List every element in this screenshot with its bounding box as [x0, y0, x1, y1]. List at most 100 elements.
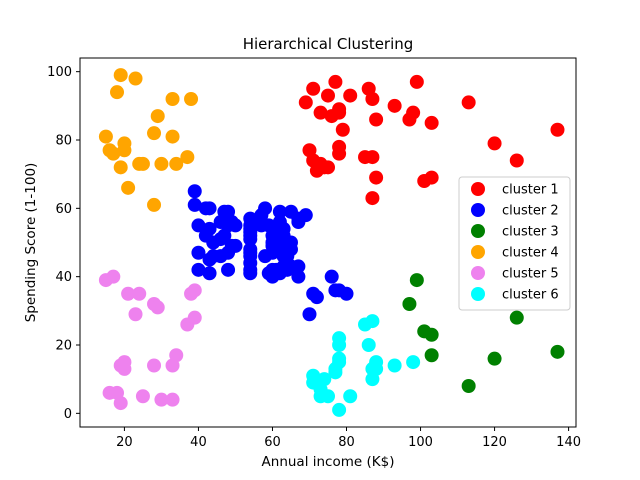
- cluster-1-point: [509, 153, 524, 168]
- cluster-1-point: [369, 170, 384, 185]
- cluster-4-point: [165, 129, 180, 144]
- cluster-2-point: [243, 232, 258, 247]
- cluster-1-point: [313, 105, 328, 120]
- cluster-5-point: [135, 389, 150, 404]
- cluster-4-point: [128, 71, 143, 86]
- cluster-6-point: [361, 338, 376, 352]
- cluster-2-point: [191, 218, 206, 233]
- legend-label: cluster 3: [502, 225, 559, 240]
- cluster-3-point: [550, 344, 565, 359]
- cluster-2-point: [291, 269, 306, 284]
- cluster-6-point: [332, 402, 347, 417]
- cluster-1-point: [321, 160, 335, 175]
- x-tick-label: 40: [190, 435, 207, 450]
- cluster-2-point: [191, 245, 206, 260]
- cluster-2-point: [228, 218, 243, 233]
- cluster-1-point: [332, 102, 347, 117]
- cluster-1-point: [369, 112, 384, 127]
- cluster-4-point: [147, 126, 162, 141]
- cluster-5-point: [169, 348, 184, 363]
- legend-marker: [471, 245, 485, 259]
- x-axis-title: Annual income (K$): [262, 454, 395, 470]
- x-tick-label: 100: [408, 435, 433, 450]
- cluster-5-point: [113, 396, 128, 411]
- y-tick-label: 60: [55, 202, 72, 217]
- cluster-4-point: [135, 156, 150, 171]
- cluster-1-point: [365, 92, 380, 106]
- cluster-1-point: [406, 105, 421, 120]
- cluster-4-point: [110, 85, 125, 100]
- cluster-2-point: [202, 221, 217, 236]
- cluster-5-point: [117, 361, 132, 376]
- cluster-3-point: [424, 348, 439, 363]
- cluster-4-point: [113, 160, 128, 175]
- cluster-2-point: [302, 307, 317, 322]
- cluster-2-point: [272, 204, 287, 219]
- cluster-5-point: [121, 286, 136, 301]
- legend-label: cluster 4: [502, 246, 559, 261]
- x-tick-label: 80: [338, 435, 355, 450]
- cluster-5-point: [132, 286, 147, 301]
- cluster-1-point: [365, 150, 380, 165]
- y-tick-label: 80: [55, 134, 72, 149]
- cluster-5-point: [187, 310, 202, 325]
- legend-label: cluster 1: [502, 183, 559, 198]
- cluster-1-point: [487, 136, 502, 151]
- cluster-1-point: [298, 95, 313, 110]
- points-layer: [98, 68, 565, 417]
- x-axis: 20 40 60 80 100 120 140: [116, 427, 581, 450]
- cluster-4-point: [113, 68, 128, 83]
- cluster-2-point: [283, 235, 298, 250]
- cluster-4-point: [150, 109, 165, 124]
- y-tick-label: 40: [55, 270, 72, 285]
- cluster-2-point: [309, 290, 324, 305]
- cluster-4-point: [169, 156, 184, 171]
- cluster-5-point: [150, 300, 165, 315]
- legend-marker: [471, 266, 485, 280]
- cluster-4-point: [106, 146, 121, 161]
- cluster-2-point: [221, 262, 236, 277]
- cluster-6-point: [369, 361, 384, 376]
- cluster-4-point: [180, 150, 195, 165]
- x-tick-label: 20: [116, 435, 133, 450]
- cluster-1-point: [387, 98, 402, 113]
- cluster-3-point: [487, 351, 502, 366]
- cluster-1-point: [332, 139, 347, 154]
- x-tick-label: 140: [556, 435, 581, 450]
- y-tick-label: 0: [64, 407, 72, 422]
- legend-label: cluster 2: [502, 204, 559, 219]
- chart-title: Hierarchical Clustering: [243, 35, 414, 53]
- cluster-2-point: [243, 266, 258, 281]
- cluster-1-point: [328, 74, 343, 89]
- cluster-6-point: [317, 372, 332, 387]
- cluster-5-point: [128, 307, 143, 322]
- x-tick-label: 60: [264, 435, 281, 450]
- plot-frame: [79, 57, 577, 428]
- y-tick-label: 100: [47, 65, 72, 80]
- cluster-1-point: [343, 88, 358, 103]
- cluster-1-point: [424, 115, 439, 130]
- cluster-3-point: [409, 273, 424, 288]
- legend-marker: [471, 287, 485, 301]
- cluster-6-point: [387, 358, 402, 373]
- cluster-2-point: [298, 208, 313, 223]
- cluster-6-point: [332, 351, 347, 366]
- legend-label: cluster 6: [502, 288, 559, 303]
- cluster-6-point: [321, 389, 335, 404]
- cluster-5-point: [154, 392, 169, 407]
- y-axis-title: Spending Score (1-100): [23, 163, 39, 323]
- cluster-5-point: [187, 283, 202, 298]
- cluster-2-point: [228, 238, 243, 253]
- legend-marker: [471, 203, 485, 217]
- cluster-2-point: [258, 201, 273, 216]
- cluster-6-point: [365, 314, 380, 329]
- cluster-2-point: [191, 262, 206, 277]
- legend-marker: [471, 224, 485, 238]
- cluster-5-point: [165, 392, 180, 407]
- cluster-2-point: [339, 286, 354, 301]
- cluster-1-point: [306, 81, 321, 96]
- cluster-6-point: [343, 389, 358, 404]
- cluster-4-point: [165, 92, 180, 106]
- cluster-4-point: [121, 180, 136, 195]
